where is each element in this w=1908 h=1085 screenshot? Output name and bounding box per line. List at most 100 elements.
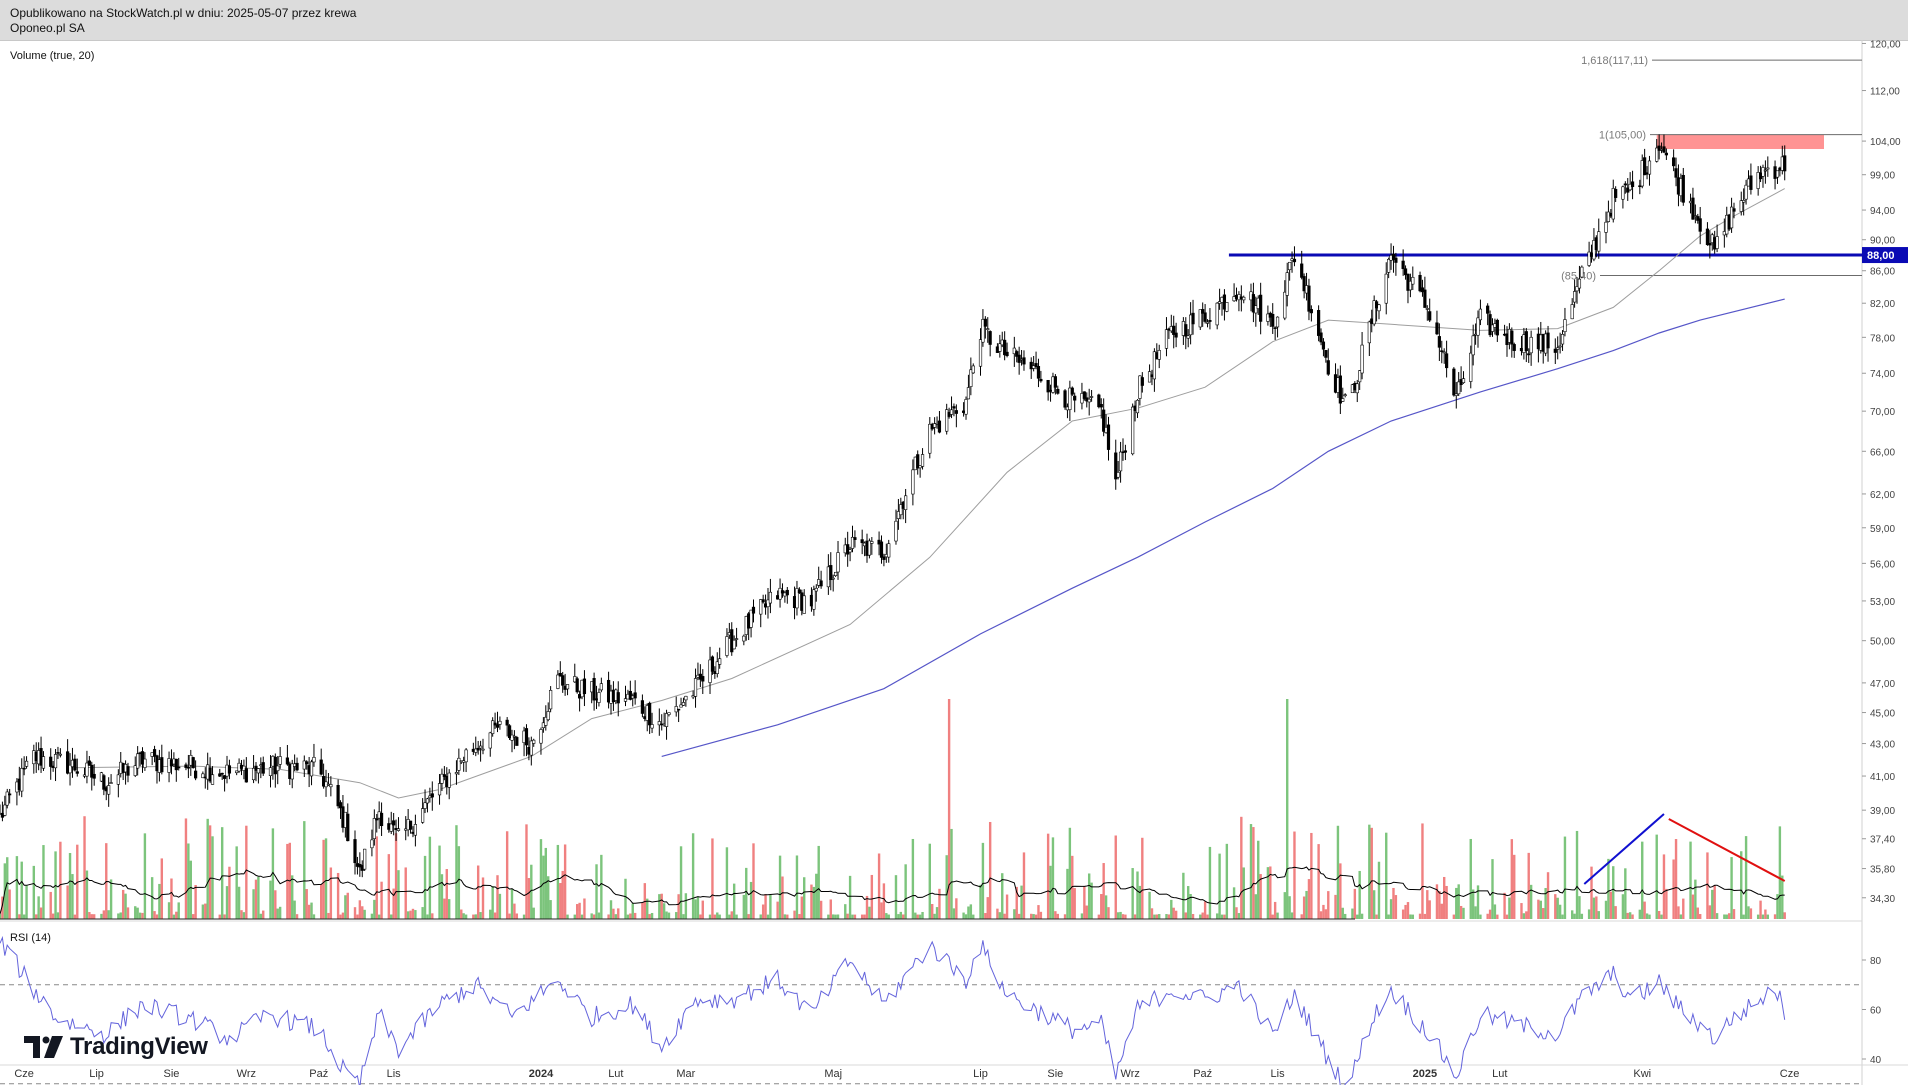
volume-bar <box>573 914 576 919</box>
volume-bar <box>1310 832 1313 919</box>
volume-bar <box>491 886 494 919</box>
volume-bar <box>1592 897 1596 919</box>
volume-indicator-label[interactable]: Volume (true, 20) <box>10 50 95 62</box>
volume-bar <box>1307 879 1311 919</box>
volume-bars <box>0 699 1786 920</box>
volume-bar <box>641 902 644 919</box>
volume-bar <box>1153 914 1156 919</box>
candle-body <box>143 758 147 768</box>
volume-bar <box>223 914 226 919</box>
volume-bar <box>1083 886 1086 919</box>
volume-bar <box>1218 853 1221 919</box>
volume-bar <box>1679 914 1683 919</box>
candle-body <box>126 766 130 776</box>
candle-body <box>1662 146 1666 153</box>
volume-bar <box>1457 884 1460 919</box>
candle-body <box>1283 291 1287 319</box>
resistance-zone <box>1656 134 1824 150</box>
volume-bar <box>836 914 840 919</box>
volume-bar <box>1665 888 1668 919</box>
volume-bar <box>20 861 23 919</box>
volume-bar <box>1201 912 1204 919</box>
candle-body <box>648 702 652 726</box>
volume-bar <box>1401 909 1405 919</box>
volume-bar <box>1351 908 1354 919</box>
volume-bar <box>1648 914 1651 919</box>
volume-bar <box>1249 824 1253 919</box>
candle-body <box>68 764 72 774</box>
volume-bar <box>481 877 485 919</box>
candle-body <box>657 721 661 726</box>
candle-body <box>372 818 376 839</box>
volume-bar <box>803 877 806 919</box>
volume-bar <box>66 885 69 919</box>
chart-canvas[interactable]: 120,00 112,00 104,00 99,00 94,00 90,00 86,00 82… <box>0 40 1908 1085</box>
candle-body <box>338 802 343 809</box>
volume-bar <box>1124 914 1127 919</box>
volume-bar <box>1136 871 1139 919</box>
time-tick-label: Lut <box>1492 1068 1507 1080</box>
candle-body <box>1174 332 1178 338</box>
volume-bar <box>184 818 188 919</box>
volume-bar <box>1756 914 1760 919</box>
volume-bar <box>752 843 755 919</box>
volume-bar <box>414 910 417 919</box>
volume-bar <box>575 904 579 919</box>
candle-body <box>981 319 985 343</box>
candle-body <box>1387 259 1391 273</box>
candle-body <box>1164 329 1169 349</box>
rsi-indicator-label[interactable]: RSI (14) <box>10 932 51 944</box>
time-tick-label: Lip <box>973 1068 988 1080</box>
candle-body <box>1138 375 1142 399</box>
candle-body <box>1445 353 1449 369</box>
volume-bar <box>1546 872 1550 919</box>
volume-bar <box>109 879 113 919</box>
candle-body <box>1425 308 1429 310</box>
volume-bar <box>713 914 717 919</box>
volume-bar <box>160 858 164 919</box>
volume-bar <box>819 900 823 919</box>
candle-body <box>1321 341 1326 350</box>
volume-trendline <box>1583 813 1665 885</box>
candle-body <box>1341 398 1345 402</box>
volume-bar <box>1100 894 1103 919</box>
candle-body <box>1205 321 1210 324</box>
candle-body <box>1693 215 1697 217</box>
volume-bar <box>1387 914 1390 919</box>
volume-bar <box>1276 912 1279 919</box>
volume-bar <box>218 914 221 919</box>
volume-bar <box>377 914 381 919</box>
volume-bar <box>793 910 796 919</box>
volume-bar <box>1612 866 1615 919</box>
volume-bar <box>1184 912 1187 919</box>
volume-bar <box>783 914 787 919</box>
volume-bar <box>730 911 733 919</box>
volume-bar <box>1561 914 1564 919</box>
volume-bar <box>1377 861 1381 919</box>
candle-body <box>1749 175 1753 190</box>
candle-body <box>392 820 396 826</box>
volume-bar <box>341 912 345 919</box>
candle-body <box>971 365 975 374</box>
volume-bar <box>252 889 255 919</box>
volume-bar <box>549 900 552 919</box>
candle-body <box>1070 387 1074 395</box>
volume-bar <box>1353 888 1357 919</box>
price-tick-label: 34,30 <box>1870 894 1895 905</box>
time-tick-label: Cze <box>1780 1068 1800 1080</box>
volume-bar <box>745 867 748 919</box>
volume-bar <box>1677 906 1680 919</box>
candle-body <box>829 565 833 581</box>
candle-body <box>210 774 215 785</box>
volume-bar <box>1643 901 1646 919</box>
volume-bar <box>1116 912 1120 919</box>
volume-bar <box>732 883 736 919</box>
volume-bar <box>1208 846 1212 919</box>
volume-bar <box>1170 899 1173 919</box>
volume-bar <box>462 913 465 919</box>
volume-bar <box>1237 913 1241 919</box>
candle-body <box>58 753 62 756</box>
volume-bar <box>986 897 989 919</box>
volume-bar <box>15 856 19 919</box>
price-tick-label: 70,00 <box>1870 407 1895 418</box>
